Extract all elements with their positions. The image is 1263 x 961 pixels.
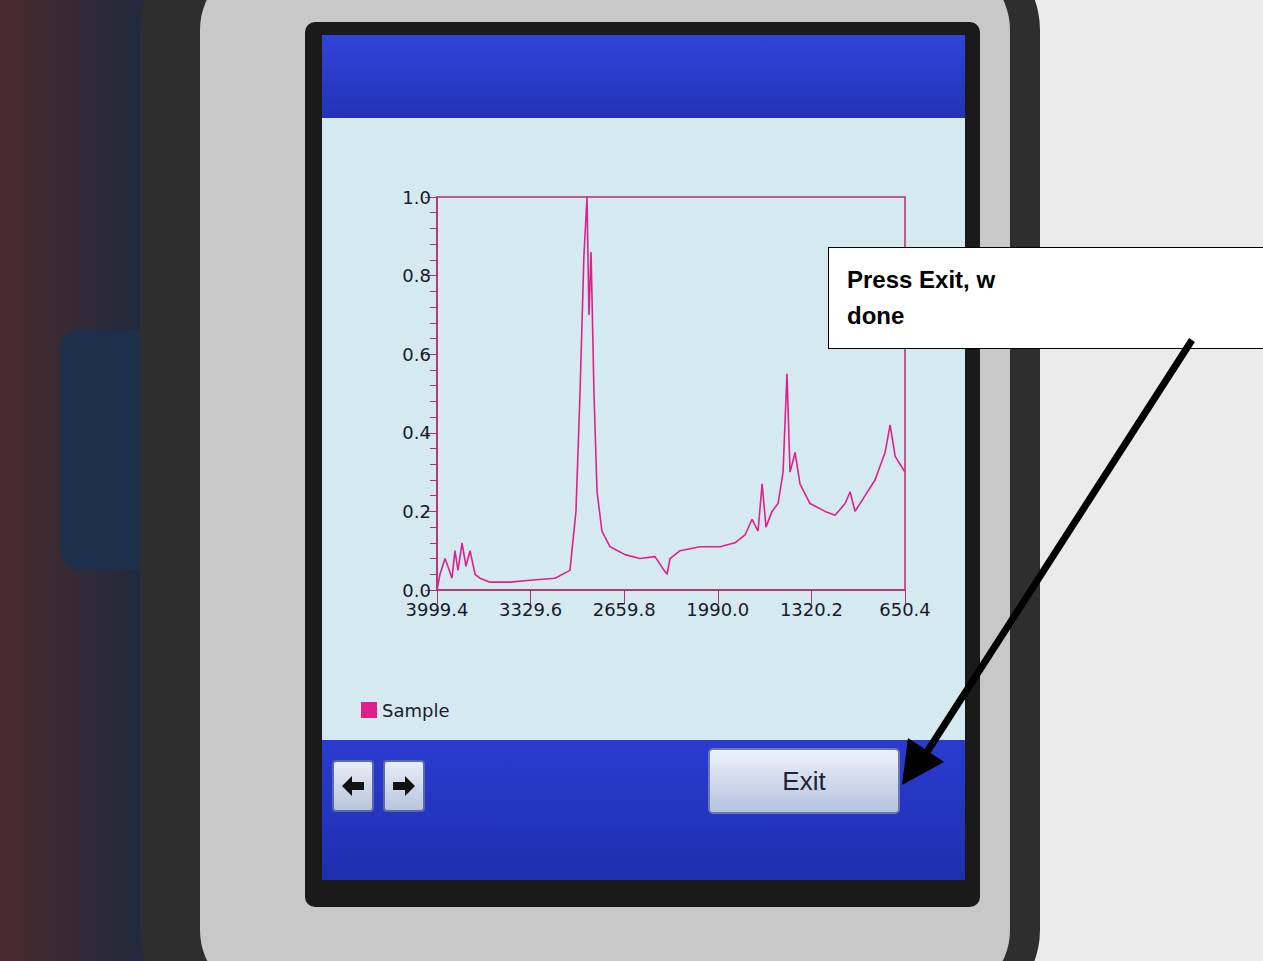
html-text:Exit: Exit — [782, 765, 826, 796]
html-text:done: done — [847, 302, 905, 329]
svg-text:1.0: 1.0 — [402, 187, 431, 208]
svg-text:0.8: 0.8 — [402, 265, 431, 286]
svg-text:0.0: 0.0 — [402, 580, 431, 601]
svg-text:0.2: 0.2 — [402, 501, 431, 522]
svg-text:3329.6: 3329.6 — [499, 599, 562, 620]
svg-text:0.6: 0.6 — [402, 344, 431, 365]
svg-text:2659.8: 2659.8 — [593, 599, 656, 620]
svg-text:1320.2: 1320.2 — [780, 599, 843, 620]
svg-text:Sample: Sample — [382, 700, 450, 721]
html-text:Press Exit, w: Press Exit, w — [847, 266, 996, 293]
svg-text:0.4: 0.4 — [402, 422, 431, 443]
svg-text:3999.4: 3999.4 — [406, 599, 469, 620]
svg-text:650.4: 650.4 — [879, 599, 931, 620]
svg-text:1990.0: 1990.0 — [686, 599, 749, 620]
